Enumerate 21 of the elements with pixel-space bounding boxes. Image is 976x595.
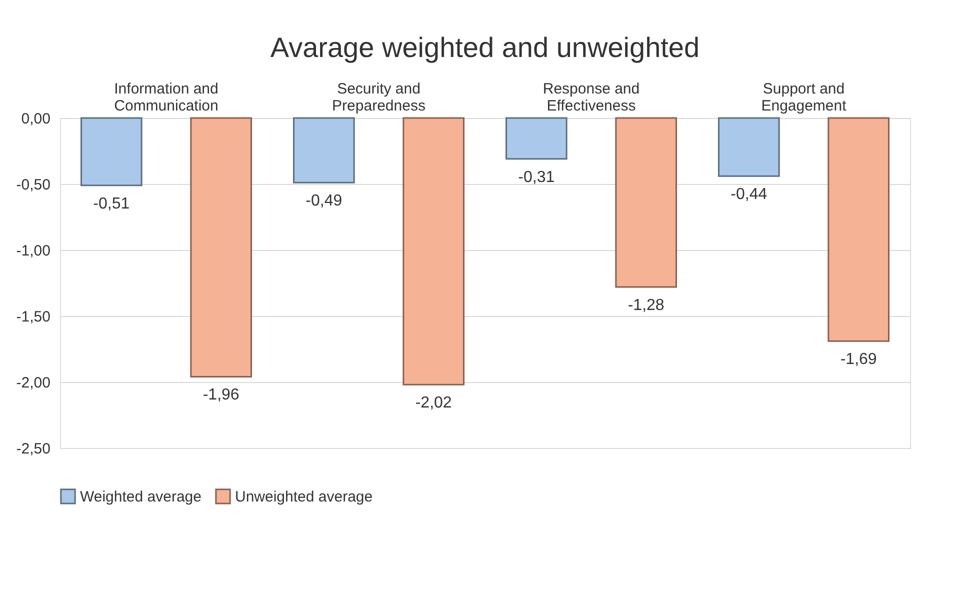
data-label: -1,96	[202, 386, 240, 404]
data-label: -0,44	[730, 186, 768, 204]
data-label: -0,31	[518, 168, 555, 186]
x-tick-label: Security and Preparedness	[332, 80, 426, 114]
data-label: -1,28	[628, 296, 664, 314]
y-tick-label: -2,00	[16, 374, 50, 392]
y-tick-label: -1,00	[16, 242, 50, 260]
y-tick-label: -0,50	[16, 176, 50, 194]
data-label: -0,51	[93, 195, 130, 212]
data-label: -2,02	[415, 394, 452, 412]
legend-label: Weighted average	[80, 488, 202, 506]
y-tick-label: 0,00	[21, 110, 50, 128]
y-tick-label: -2,50	[16, 440, 50, 458]
chart-title: Avarage weighted and unweighted	[270, 32, 700, 63]
x-tick-label: Support and Engagement	[761, 80, 848, 114]
data-label: -1,69	[840, 351, 877, 368]
data-label: -0,49	[306, 192, 342, 210]
legend-label: Unweighted average	[235, 488, 373, 506]
y-tick-label: -1,50	[16, 308, 50, 326]
x-tick-label: Response and Effectiveness	[542, 80, 640, 114]
x-tick-label: Information and Communication	[114, 80, 218, 114]
